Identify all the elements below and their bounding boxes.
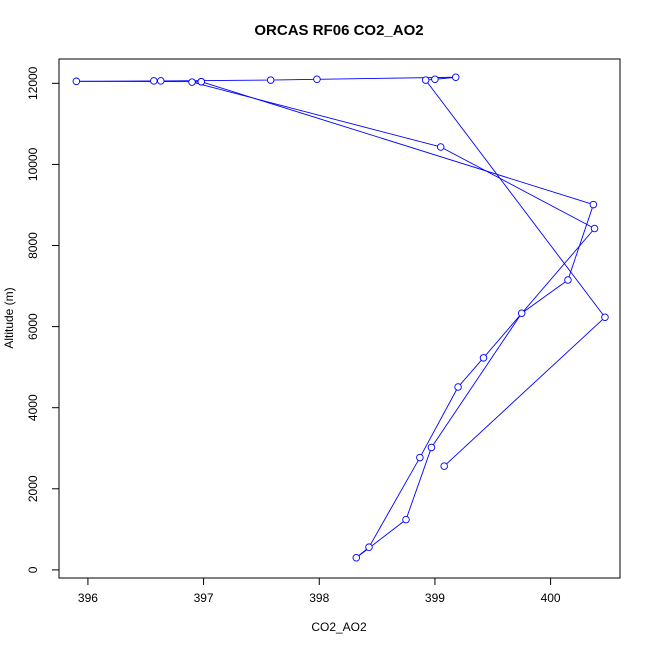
data-point (454, 383, 462, 391)
data-point (402, 515, 410, 524)
y-tick-label: 12000 (26, 66, 40, 100)
data-point (517, 309, 526, 317)
plot-frame (58, 58, 621, 579)
data-point (436, 143, 445, 151)
y-tick-label: 4000 (26, 394, 40, 421)
data-point (427, 443, 436, 452)
series-layer (72, 73, 609, 562)
series-segment (483, 228, 595, 359)
chart-title: ORCAS RF06 CO2_AO2 (254, 22, 423, 39)
x-tick-label: 398 (309, 591, 329, 605)
data-point (451, 73, 460, 81)
series-segment (270, 78, 317, 81)
series-segment (431, 312, 523, 448)
data-point (416, 453, 424, 462)
y-tick-label: 6000 (26, 313, 40, 340)
x-tick-label: 397 (194, 591, 214, 605)
data-point (150, 77, 158, 85)
data-point (564, 276, 572, 284)
data-point (188, 78, 196, 86)
data-point (479, 354, 488, 362)
x-tick-label: 400 (541, 591, 561, 605)
data-point (266, 76, 275, 84)
y-axis: 0 2000 4000 6000 8000 10000 12000 (26, 66, 60, 573)
x-tick-label: 396 (78, 591, 98, 605)
series-segment (201, 81, 594, 205)
series-segment (355, 519, 407, 559)
y-tick-label: 8000 (26, 232, 40, 259)
data-point (440, 462, 448, 470)
data-point (157, 77, 165, 85)
x-axis: 396 397 398 399 400 (78, 577, 561, 605)
data-point (352, 553, 361, 562)
series-segment (457, 357, 484, 388)
series-segment (440, 146, 595, 229)
y-tick-label: 2000 (26, 475, 40, 502)
x-tick-label: 399 (425, 591, 445, 605)
series-segment (567, 204, 594, 281)
y-tick-label: 0 (26, 566, 40, 573)
series-segment (419, 386, 459, 458)
data-point (421, 76, 430, 84)
series-segment (443, 316, 606, 467)
data-point (601, 313, 609, 322)
series-segment (521, 279, 569, 314)
series-segment (405, 447, 432, 520)
series-segment (160, 79, 271, 82)
x-axis-label: CO2_AO2 (311, 620, 367, 634)
data-point (313, 75, 321, 84)
data-point (431, 75, 439, 84)
y-tick-label: 10000 (26, 147, 40, 181)
series-segment (191, 81, 441, 148)
data-point (197, 77, 206, 86)
series-segment (368, 457, 421, 548)
data-point (365, 543, 373, 551)
y-axis-label: Altitude (m) (2, 287, 16, 348)
data-point (589, 200, 598, 209)
data-point (590, 224, 599, 233)
data-point (72, 77, 81, 86)
series-segment (425, 79, 606, 318)
